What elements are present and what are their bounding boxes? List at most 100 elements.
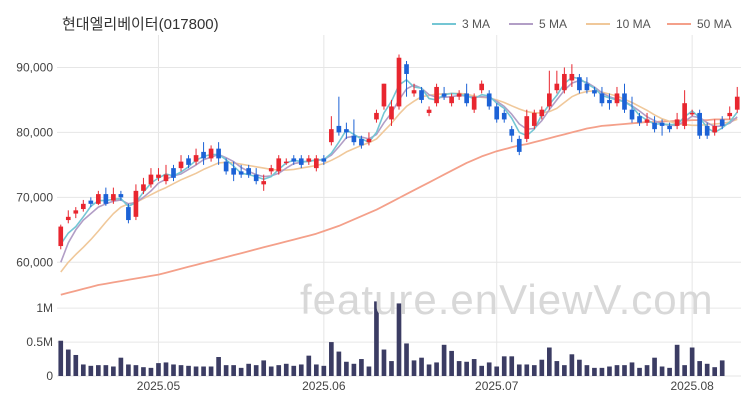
volume-bar [629, 362, 635, 376]
volume-bar [494, 366, 500, 376]
candle [298, 155, 304, 169]
candle [426, 106, 432, 117]
candle-body [313, 158, 319, 169]
volume-bar [291, 365, 297, 376]
volume-bar [268, 366, 274, 376]
legend-item-ma3[interactable]: 3 MA [432, 17, 490, 31]
candle-body [396, 57, 402, 107]
candle-body [253, 174, 259, 182]
candle [96, 190, 101, 206]
volume-bar [697, 361, 702, 376]
candle [65, 210, 71, 224]
volume-bar [73, 354, 79, 376]
volume-bar [592, 367, 597, 376]
volume-bar [569, 354, 575, 376]
volume-bar [501, 356, 507, 376]
candle [494, 103, 500, 123]
candle [156, 168, 161, 182]
candle [291, 155, 297, 165]
volume-bar [622, 365, 627, 376]
legend-item-ma10[interactable]: 10 MA [586, 17, 651, 31]
volume-bar [133, 365, 139, 376]
candle-body [283, 161, 289, 164]
date-tick-label: 2025.07 [475, 379, 519, 393]
volume-bar [156, 363, 161, 376]
candle [539, 106, 545, 120]
volume-bar [704, 363, 710, 376]
candle-body [261, 181, 267, 185]
candle [652, 116, 657, 133]
candle-body [562, 73, 567, 91]
candle-body [329, 129, 334, 143]
legend-item-ma5[interactable]: 5 MA [509, 17, 567, 31]
volume-bar [80, 364, 86, 376]
candle [268, 164, 274, 175]
legend-item-ma50[interactable]: 50 MA [667, 17, 732, 31]
candle [516, 135, 522, 156]
price-tick-label: 70,000 [16, 190, 53, 204]
volume-bar [231, 365, 236, 376]
candle-body [208, 148, 214, 159]
volume-bar [298, 364, 304, 376]
candle-body [667, 125, 672, 130]
candle [562, 67, 567, 94]
volume-bar [344, 361, 349, 376]
candle [253, 168, 259, 185]
candle-body [509, 129, 515, 136]
candle-body [652, 122, 657, 130]
candle-body [193, 155, 199, 162]
volume-bar [607, 366, 612, 376]
volume-bar [464, 361, 469, 376]
volume-bar [141, 367, 146, 376]
candle-body [546, 93, 552, 107]
candle [592, 86, 597, 97]
candle-body [381, 83, 387, 107]
candle [697, 109, 702, 139]
candle [441, 86, 447, 100]
volume-bar [178, 365, 184, 376]
candle-body [58, 226, 64, 247]
volume-bar [329, 342, 334, 376]
candle [223, 158, 229, 175]
legend-swatch-ma50 [667, 23, 691, 25]
volume-bar [253, 365, 259, 376]
candle-body [734, 96, 740, 110]
volume-bar [238, 367, 244, 376]
candle [486, 90, 492, 110]
candle-body [531, 112, 537, 126]
candle-body [727, 112, 733, 117]
candle-body [682, 103, 687, 126]
candle-body [73, 210, 79, 214]
candle [531, 109, 537, 130]
candle [141, 177, 146, 195]
candle-body [426, 109, 432, 113]
candle-body [344, 129, 349, 133]
volume-bar [111, 366, 116, 376]
volume-bar [562, 365, 567, 376]
candle [111, 187, 116, 204]
candle [569, 64, 575, 87]
candle-body [449, 96, 454, 104]
candle-body [163, 174, 169, 182]
candle [704, 122, 710, 139]
volume-bar [283, 363, 289, 376]
volume-bar [516, 364, 522, 376]
volume-bar [201, 366, 206, 376]
candle-body [404, 64, 409, 74]
candle-body [644, 119, 650, 123]
volume-bar [411, 360, 417, 376]
volume-bar [381, 349, 387, 376]
candle-body [156, 174, 161, 178]
candle [734, 86, 740, 113]
volume-bar [419, 357, 424, 376]
candle-body [80, 203, 86, 210]
volume-bar [276, 365, 282, 376]
candle-body [359, 138, 364, 146]
volume-bar [103, 365, 109, 376]
price-tick-label: 80,000 [16, 125, 53, 139]
candle [456, 90, 462, 100]
candle [329, 116, 334, 146]
candle-body [486, 93, 492, 107]
price-tick-label: 90,000 [16, 60, 53, 74]
candle [148, 168, 154, 188]
